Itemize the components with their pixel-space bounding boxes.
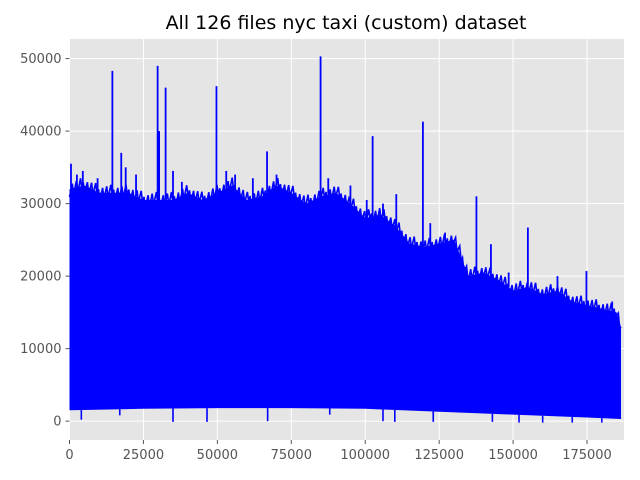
y-axis: 0 10000 20000 30000 40000 50000 xyxy=(20,52,70,430)
y-tick-label: 30000 xyxy=(20,197,61,212)
series-upper-line xyxy=(68,177,622,332)
x-tick-label: 175000 xyxy=(562,448,612,463)
x-tick-label: 150000 xyxy=(488,448,538,463)
x-tick-label: 50000 xyxy=(197,448,238,463)
y-tick-label: 40000 xyxy=(20,125,61,140)
x-tick-label: 100000 xyxy=(340,448,390,463)
y-tick-label: 10000 xyxy=(20,342,61,357)
y-tick-label: 0 xyxy=(53,415,61,430)
y-tick-label: 20000 xyxy=(20,270,61,285)
chart-title: All 126 files nyc taxi (custom) dataset xyxy=(166,12,527,34)
x-tick-label: 75000 xyxy=(271,448,312,463)
x-tick-label: 25000 xyxy=(123,448,164,463)
series-envelope xyxy=(69,185,621,419)
x-tick-label: 0 xyxy=(65,448,73,463)
x-tick-label: 125000 xyxy=(414,448,464,463)
y-tick-label: 50000 xyxy=(20,52,61,67)
x-axis: 0 25000 50000 75000 100000 125000 150000 175000 xyxy=(65,440,612,463)
